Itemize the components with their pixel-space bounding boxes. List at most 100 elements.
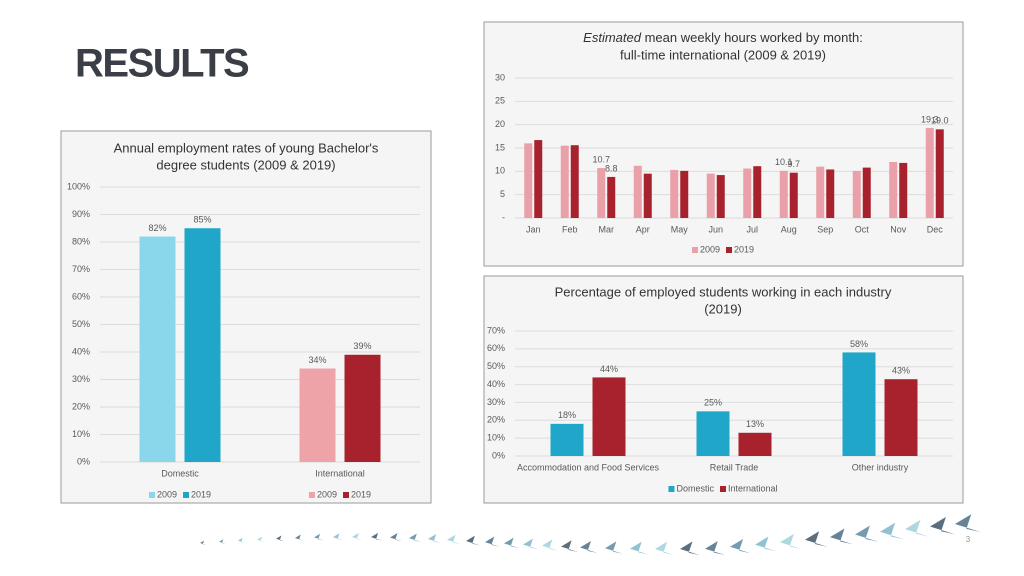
bar xyxy=(789,172,798,218)
slide-title: RESULTS xyxy=(75,42,249,86)
bar xyxy=(560,145,569,218)
bar xyxy=(889,162,898,218)
legend-label: 2019 xyxy=(191,489,211,499)
chart-title: Annual employment rates of young Bachelo… xyxy=(114,140,379,155)
legend: 2009 2019 xyxy=(691,244,754,254)
bar xyxy=(884,379,918,456)
bird-decoration xyxy=(466,535,481,546)
bar xyxy=(670,169,679,218)
bar xyxy=(816,166,825,218)
bar xyxy=(139,236,176,462)
legend-label: 2019 xyxy=(734,244,754,254)
bar xyxy=(534,140,543,218)
x-tick-label: Sep xyxy=(817,224,833,234)
legend-swatch xyxy=(726,247,732,253)
bird-decoration xyxy=(371,532,383,541)
bird-decoration xyxy=(780,534,803,550)
bird-decoration xyxy=(705,541,726,556)
bar xyxy=(925,127,934,218)
chart-subtitle: full-time international (2009 & 2019) xyxy=(620,47,826,62)
value-label: 19.3 xyxy=(921,114,939,124)
x-tick-label: Apr xyxy=(636,224,650,234)
bar xyxy=(706,173,715,218)
bird-decoration xyxy=(755,536,777,552)
y-tick-label: 100% xyxy=(67,181,90,191)
legend-swatch xyxy=(148,492,155,498)
y-tick-label: 80% xyxy=(72,236,90,246)
legend: 2009 2019 xyxy=(308,489,371,499)
bird-decoration xyxy=(830,528,854,545)
legend-swatch xyxy=(668,486,675,492)
y-tick-label: 70% xyxy=(487,325,505,335)
value-label: 85% xyxy=(193,215,211,225)
y-tick-label: 15 xyxy=(495,142,505,152)
bar xyxy=(899,162,908,218)
bird-decoration xyxy=(580,540,598,554)
y-tick-label: 90% xyxy=(72,209,90,219)
bar xyxy=(633,165,642,218)
chart-title-part: mean weekly hours worked by month: xyxy=(641,30,863,45)
bar xyxy=(550,423,584,456)
x-tick-label: Jun xyxy=(708,224,723,234)
bar xyxy=(643,173,652,218)
y-tick-label: 25 xyxy=(495,96,505,106)
bird-decoration xyxy=(200,540,207,545)
bar xyxy=(570,145,579,218)
x-tick-label: Jan xyxy=(526,224,541,234)
y-tick-label: 50% xyxy=(72,319,90,329)
y-tick-label: 30% xyxy=(487,397,505,407)
bird-decoration xyxy=(523,538,539,550)
bird-decoration xyxy=(390,533,402,542)
bird-decoration xyxy=(409,533,422,543)
x-tick-label: International xyxy=(315,468,365,478)
chart-title: Estimated mean weekly hours worked by mo… xyxy=(583,30,863,45)
value-label: 9.7 xyxy=(787,159,800,169)
y-tick-label: 10 xyxy=(495,166,505,176)
bar xyxy=(842,352,876,456)
chart-frame xyxy=(483,275,964,504)
chart-title-part: Estimated xyxy=(583,30,642,45)
legend-swatch xyxy=(308,492,315,498)
x-tick-label: Mar xyxy=(599,224,615,234)
chart-frame xyxy=(483,21,964,267)
legend-swatch xyxy=(343,492,349,498)
legend-label: 2009 xyxy=(700,244,720,254)
y-tick-label: 10% xyxy=(487,433,505,443)
bar xyxy=(743,168,752,218)
legend-label: 2019 xyxy=(351,489,371,499)
y-tick-label: 20% xyxy=(487,415,505,425)
value-label: 10.1 xyxy=(775,157,793,167)
bird-decoration xyxy=(238,537,246,544)
bar xyxy=(935,129,944,218)
bar xyxy=(826,169,835,218)
bar xyxy=(299,368,336,462)
bar xyxy=(753,166,762,218)
bird-decoration xyxy=(855,525,879,542)
y-tick-label: 5 xyxy=(500,189,505,199)
x-tick-label: May xyxy=(671,224,689,234)
bird-decoration xyxy=(295,534,305,541)
value-label: 44% xyxy=(600,364,618,374)
bird-decoration xyxy=(630,541,649,555)
bird-decoration xyxy=(542,539,559,551)
legend-label: 2009 xyxy=(157,489,177,499)
bird-decoration xyxy=(504,537,520,549)
bar xyxy=(738,432,772,456)
y-tick-label: 10% xyxy=(72,429,90,439)
chart-title: Percentage of employed students working … xyxy=(555,284,892,299)
legend-swatch xyxy=(719,486,726,492)
x-tick-label: Retail Trade xyxy=(710,462,759,472)
bird-decoration xyxy=(276,535,285,542)
y-tick-label: 60% xyxy=(72,291,90,301)
bird-decoration xyxy=(880,522,905,540)
bar xyxy=(852,170,861,218)
bird-decoration xyxy=(352,532,363,541)
bird-decoration xyxy=(428,534,442,544)
page-number: 3 xyxy=(966,535,971,544)
x-tick-label: Domestic xyxy=(161,468,199,478)
y-tick-label: 0% xyxy=(77,456,90,466)
value-label: 82% xyxy=(148,223,166,233)
bird-decoration xyxy=(930,516,956,535)
y-tick-label: 0% xyxy=(492,450,505,460)
